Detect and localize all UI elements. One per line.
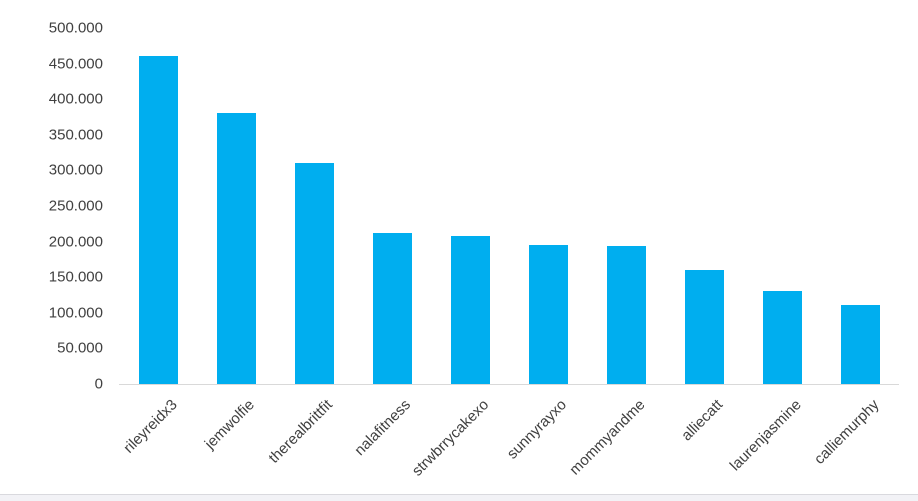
plot-area: [119, 28, 899, 385]
bar-sunnyrayxo[interactable]: [528, 245, 568, 384]
bar-calliemurphy[interactable]: [840, 305, 880, 384]
y-axis-tick-label: 350.000: [48, 126, 103, 144]
y-axis-tick-label: 250.000: [48, 197, 103, 215]
x-axis-label-rileyreidx3: rileyreidx3: [119, 396, 181, 457]
bar-laurenjasmine[interactable]: [762, 291, 802, 384]
x-axis-label-mommyandme: mommyandme: [566, 396, 649, 479]
bar-alliecatt[interactable]: [684, 270, 724, 384]
x-axis-label-therealbrittfit: therealbrittfit: [265, 396, 337, 467]
bar-jemwolfie[interactable]: [216, 113, 256, 384]
y-axis-tick-label: 100.000: [48, 304, 103, 322]
x-axis-label-calliemurphy: calliemurphy: [810, 396, 883, 468]
x-axis-label-sunnyrayxo: sunnyrayxo: [504, 396, 571, 463]
y-axis-tick-label: 400.000: [48, 90, 103, 108]
bar-nalafitness[interactable]: [372, 233, 412, 384]
y-axis-tick-label: 500.000: [48, 19, 103, 37]
x-axis-label-strwbrrycakexo: strwbrrycakexo: [408, 396, 493, 480]
y-axis-tick-label: 450.000: [48, 55, 103, 73]
x-axis-label-nalafitness: nalafitness: [351, 396, 415, 460]
bar-mommyandme[interactable]: [606, 246, 646, 384]
bar-therealbrittfit[interactable]: [294, 163, 334, 384]
bar-strwbrrycakexo[interactable]: [450, 236, 490, 384]
bar-rileyreidx3[interactable]: [138, 56, 178, 384]
x-axis-label-jemwolfie: jemwolfie: [202, 396, 259, 453]
footer-panel-edge: [0, 494, 918, 501]
y-axis-tick-label: 150.000: [48, 268, 103, 286]
y-axis-tick-label: 50.000: [57, 339, 103, 357]
y-axis-tick-label: 300.000: [48, 161, 103, 179]
y-axis-tick-label: 200.000: [48, 233, 103, 251]
x-axis-label-alliecatt: alliecatt: [678, 396, 727, 445]
y-axis-tick-label: 0: [94, 375, 103, 393]
x-axis-label-laurenjasmine: laurenjasmine: [726, 396, 805, 475]
